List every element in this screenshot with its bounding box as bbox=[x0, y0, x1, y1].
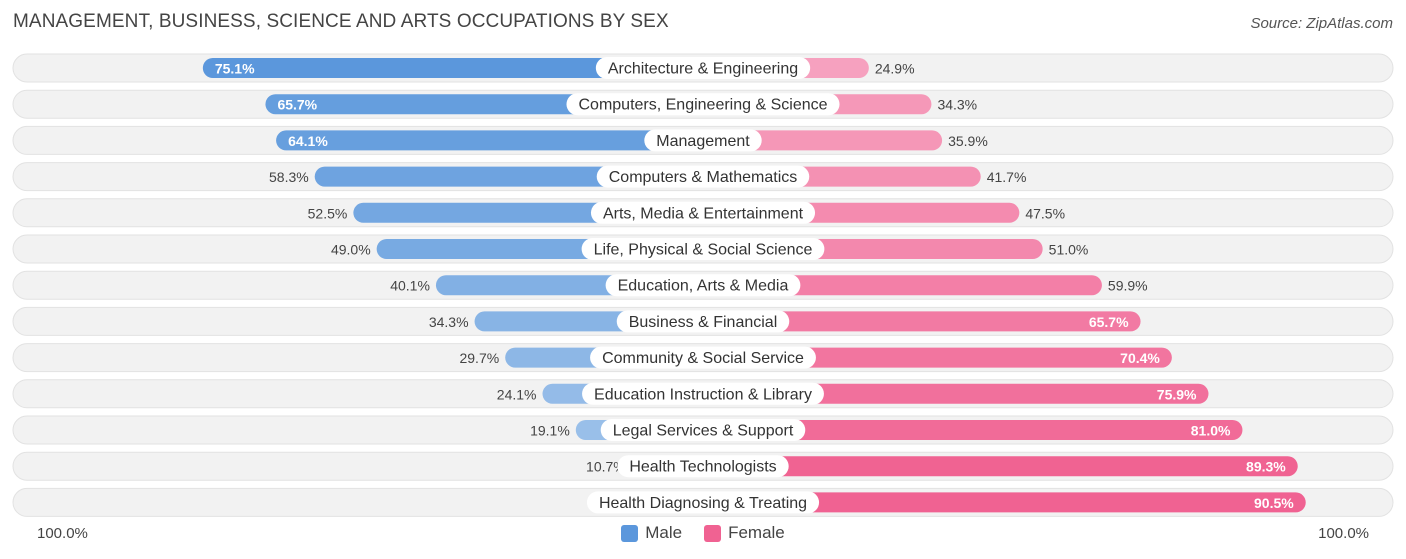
value-label-male: 29.7% bbox=[459, 350, 499, 366]
category-label: Legal Services & Support bbox=[613, 423, 794, 440]
bar-female bbox=[703, 492, 1306, 513]
category-label: Community & Social Service bbox=[602, 350, 804, 367]
chart-title: MANAGEMENT, BUSINESS, SCIENCE AND ARTS O… bbox=[13, 11, 669, 32]
value-label-male: 40.1% bbox=[390, 278, 430, 294]
legend-swatch-female bbox=[704, 524, 722, 542]
category-label: Business & Financial bbox=[629, 314, 778, 331]
category-pill bbox=[586, 491, 820, 514]
legend-item-female: Female bbox=[704, 523, 785, 543]
value-label-female: 47.5% bbox=[1025, 205, 1065, 221]
category-label: Arts, Media & Entertainment bbox=[603, 205, 804, 222]
value-label-female: 81.0% bbox=[1191, 423, 1231, 439]
bar-female bbox=[703, 311, 1141, 332]
category-pill bbox=[600, 419, 806, 441]
value-label-female: 51.0% bbox=[1049, 242, 1089, 258]
axis-right-label: 100.0% bbox=[1318, 525, 1369, 542]
category-label: Architecture & Engineering bbox=[608, 61, 798, 78]
value-label-female: 89.3% bbox=[1246, 459, 1286, 475]
value-label-male: 75.1% bbox=[215, 61, 255, 77]
value-label-male: 24.1% bbox=[497, 386, 537, 402]
source-label: Source: ZipAtlas.com bbox=[1250, 15, 1393, 32]
value-label-female: 41.7% bbox=[987, 169, 1027, 185]
category-pill bbox=[590, 201, 816, 224]
category-pill bbox=[581, 238, 825, 260]
value-label-male: 64.1% bbox=[288, 133, 328, 149]
legend-label-male: Male bbox=[645, 523, 683, 542]
value-label-female: 90.5% bbox=[1254, 495, 1294, 511]
bar-female bbox=[703, 275, 1102, 296]
value-label-female: 70.4% bbox=[1120, 350, 1160, 366]
value-label-female: 35.9% bbox=[948, 133, 988, 149]
category-label: Management bbox=[656, 133, 750, 150]
bar-male bbox=[276, 130, 703, 151]
bar-female bbox=[703, 347, 1172, 368]
value-label-female: 34.3% bbox=[937, 97, 977, 113]
bar-female bbox=[703, 383, 1209, 404]
category-label: Computers & Mathematics bbox=[609, 169, 798, 186]
axis-left-label: 100.0% bbox=[37, 525, 88, 542]
category-pill bbox=[644, 129, 762, 152]
category-label: Education Instruction & Library bbox=[594, 386, 812, 403]
value-label-male: 52.5% bbox=[308, 205, 348, 221]
category-label: Education, Arts & Media bbox=[618, 278, 789, 295]
category-pill bbox=[582, 382, 824, 405]
category-label: Health Technologists bbox=[629, 459, 776, 476]
value-label-male: 19.1% bbox=[530, 423, 570, 439]
value-label-male: 49.0% bbox=[331, 242, 371, 258]
category-pill bbox=[616, 310, 790, 333]
value-label-male: 34.3% bbox=[429, 314, 469, 330]
legend: Male Female bbox=[0, 523, 1406, 543]
category-pill bbox=[596, 165, 810, 188]
legend-item-male: Male bbox=[621, 523, 682, 543]
legend-swatch-male bbox=[621, 524, 639, 542]
bar-female bbox=[703, 420, 1243, 440]
bar-female bbox=[703, 130, 943, 151]
category-pill bbox=[566, 93, 840, 116]
category-pill bbox=[617, 455, 789, 478]
value-label-female: 75.9% bbox=[1157, 386, 1197, 402]
value-label-male: 58.3% bbox=[269, 169, 309, 185]
category-label: Life, Physical & Social Science bbox=[594, 242, 813, 259]
category-pill bbox=[595, 57, 811, 79]
category-label: Health Diagnosing & Treating bbox=[599, 495, 807, 512]
bar-female bbox=[703, 456, 1298, 477]
value-label-female: 59.9% bbox=[1108, 278, 1148, 294]
category-pill bbox=[590, 346, 816, 369]
value-label-female: 65.7% bbox=[1089, 314, 1129, 330]
value-label-male: 65.7% bbox=[277, 97, 317, 113]
legend-label-female: Female bbox=[728, 523, 785, 542]
bar-chart: 75.1% 24.9% Architecture & Engineering 65.7… bbox=[12, 53, 1394, 517]
category-pill bbox=[605, 274, 801, 297]
bar-male bbox=[202, 58, 704, 78]
value-label-male: 10.7% bbox=[586, 459, 626, 475]
value-label-female: 24.9% bbox=[875, 61, 915, 77]
category-label: Computers, Engineering & Science bbox=[578, 97, 827, 114]
